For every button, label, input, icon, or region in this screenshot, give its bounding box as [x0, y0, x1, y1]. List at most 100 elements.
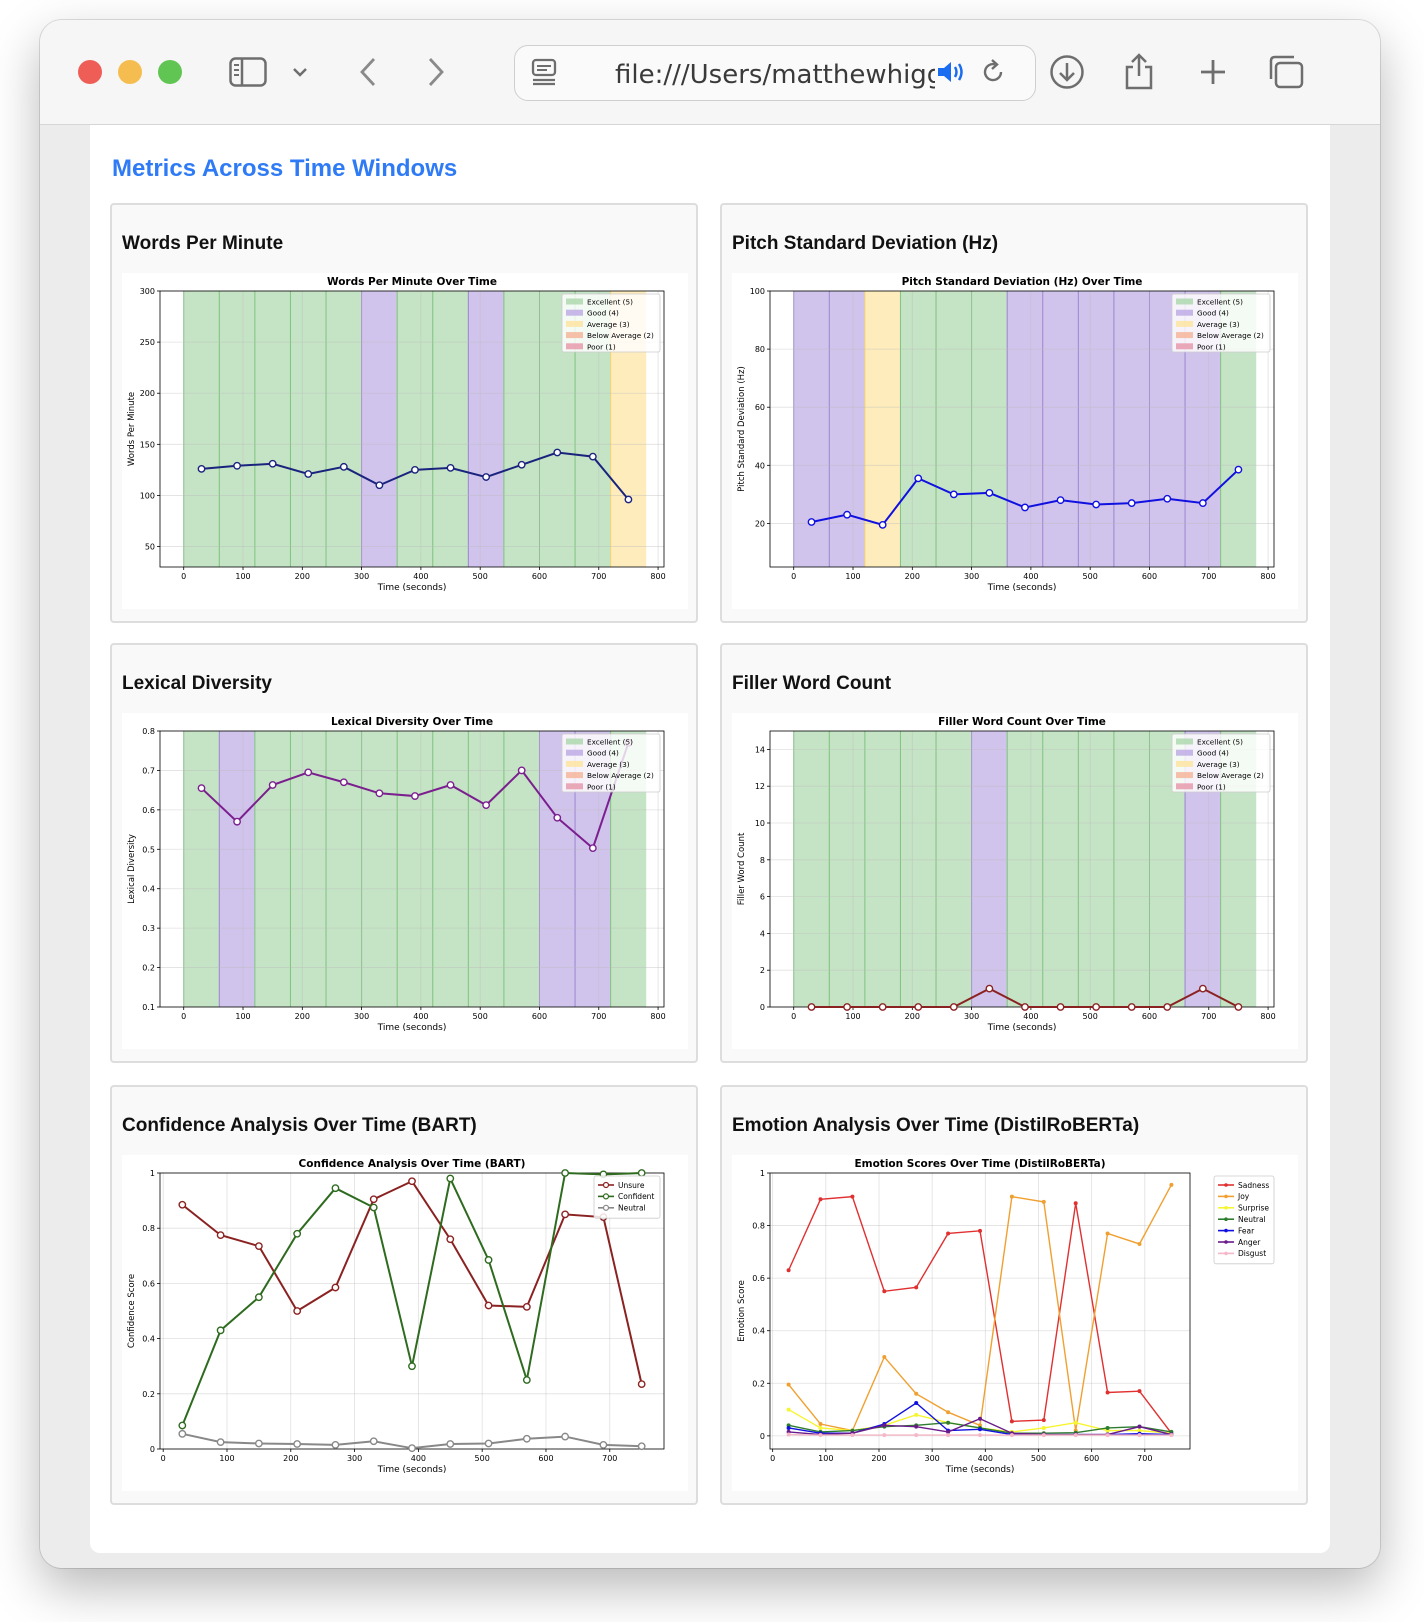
chart-card-pitch: Pitch Standard Deviation (Hz) Pitch Stan… — [720, 203, 1308, 623]
back-icon[interactable] — [356, 52, 380, 92]
data-point — [446, 781, 455, 789]
rating-band — [1078, 291, 1114, 567]
reader-icon[interactable] — [529, 52, 559, 92]
download-icon[interactable] — [1048, 52, 1086, 92]
y-tick-label: 0.2 — [752, 1379, 765, 1388]
data-point — [1127, 499, 1136, 507]
data-point — [233, 461, 241, 470]
forward-icon[interactable] — [424, 52, 448, 92]
legend-marker — [1224, 1194, 1228, 1199]
data-point — [588, 844, 597, 853]
y-tick-label: 0.3 — [142, 924, 155, 933]
axes-frame — [769, 1172, 1191, 1450]
data-point — [637, 1442, 646, 1451]
x-tick-label: 100 — [235, 572, 250, 581]
x-axis-label: Time (seconds) — [377, 1023, 447, 1033]
x-tick-label: 800 — [650, 572, 665, 581]
y-tick-label: 10 — [755, 819, 765, 828]
y-tick-label: 2 — [760, 966, 765, 975]
x-tick-label: 700 — [602, 1454, 617, 1463]
data-point — [978, 1433, 982, 1438]
chart-title: Filler Word Count Over Time — [938, 716, 1106, 728]
legend-label: Unsure — [618, 1181, 645, 1190]
plot-area: Pitch Standard Deviation (Hz) Over Time 2… — [732, 273, 1298, 609]
data-point — [254, 1242, 263, 1251]
pitch-chart: Pitch Standard Deviation (Hz) Over Time 2… — [737, 276, 1276, 593]
data-point — [588, 452, 597, 461]
sidebar-icon[interactable] — [228, 52, 268, 92]
data-point — [339, 778, 348, 787]
legend-label: Neutral — [1238, 1215, 1266, 1224]
data-point — [304, 470, 313, 478]
data-point — [949, 490, 958, 499]
legend-label: Excellent (5) — [1197, 298, 1243, 307]
report-page: Metrics Across Time Windows Words Per Mi… — [90, 125, 1330, 1553]
address-bar[interactable]: file:///Users/matthewhiggi — [514, 45, 1036, 101]
data-point — [807, 518, 816, 526]
legend-label: Average (3) — [1197, 320, 1240, 329]
x-tick-label: 800 — [650, 1012, 665, 1021]
x-tick-label: 300 — [347, 1454, 362, 1463]
y-tick-label: 12 — [755, 782, 765, 791]
y-tick-label: 0.8 — [142, 727, 155, 736]
data-point — [522, 1376, 531, 1384]
rating-band — [183, 731, 220, 1007]
minimize-light[interactable] — [118, 60, 142, 84]
data-point — [1234, 465, 1243, 474]
tabs-overview-icon[interactable] — [1266, 52, 1306, 92]
data-point — [1073, 1420, 1078, 1425]
card-title: Lexical Diversity — [122, 673, 272, 694]
y-tick-label: 80 — [755, 345, 765, 354]
chevron-down-icon[interactable] — [290, 52, 310, 92]
legend-marker — [602, 1181, 610, 1189]
axes-frame — [159, 1172, 665, 1450]
data-point — [484, 1439, 493, 1448]
y-axis-label: Emotion Score — [737, 1280, 747, 1342]
close-light[interactable] — [78, 60, 102, 84]
x-tick-label: 400 — [411, 1454, 426, 1463]
rating-band — [254, 291, 291, 567]
browser-window: file:///Users/matthewhiggi Metrics Acros… — [40, 20, 1380, 1568]
new-tab-icon[interactable] — [1196, 52, 1230, 92]
legend-swatch — [566, 332, 583, 339]
x-tick-label: 300 — [964, 1012, 979, 1021]
data-point — [882, 1289, 887, 1294]
reload-icon[interactable] — [977, 52, 1009, 92]
x-tick-label: 0 — [161, 1454, 166, 1463]
data-point — [985, 984, 994, 993]
x-tick-label: 500 — [1083, 1012, 1098, 1021]
plot-area: Words Per Minute Over Time 50 100 150 200 250… — [122, 273, 688, 609]
data-point — [624, 495, 633, 504]
y-tick-label: 0 — [760, 1432, 765, 1441]
emotion-chart: Emotion Scores Over Time (DistilRoBERTa)… — [737, 1158, 1275, 1475]
legend-swatch — [566, 309, 583, 316]
x-tick-label: 200 — [905, 572, 920, 581]
data-point — [331, 1184, 340, 1193]
data-point — [1163, 494, 1172, 503]
y-tick-label: 60 — [755, 403, 765, 412]
share-icon[interactable] — [1122, 52, 1156, 92]
x-tick-label: 800 — [1260, 572, 1275, 581]
chart-card-confidence: Confidence Analysis Over Time (BART) Con… — [110, 1085, 698, 1505]
rating-band — [1042, 731, 1079, 1007]
rating-band — [793, 731, 830, 1007]
legend-swatch — [1176, 783, 1193, 790]
rating-band — [936, 291, 972, 567]
chart-title: Confidence Analysis Over Time (BART) — [299, 1158, 526, 1170]
url-text[interactable]: file:///Users/matthewhiggi — [615, 60, 935, 90]
y-tick-label: 0.6 — [752, 1274, 765, 1283]
y-tick-label: 0.2 — [142, 964, 155, 973]
rating-band — [1007, 291, 1043, 567]
y-tick-label: 1 — [760, 1169, 765, 1178]
data-point — [1137, 1433, 1142, 1438]
zoom-light[interactable] — [158, 60, 182, 84]
data-point — [411, 792, 419, 800]
y-axis-label: Words Per Minute — [127, 392, 137, 466]
speaker-icon[interactable] — [935, 52, 967, 92]
legend-label: Average (3) — [587, 320, 630, 329]
rating-band — [326, 731, 362, 1007]
data-point — [517, 766, 526, 775]
data-point — [1073, 1433, 1078, 1438]
data-point — [637, 1380, 646, 1389]
y-tick-label: 200 — [140, 389, 155, 398]
